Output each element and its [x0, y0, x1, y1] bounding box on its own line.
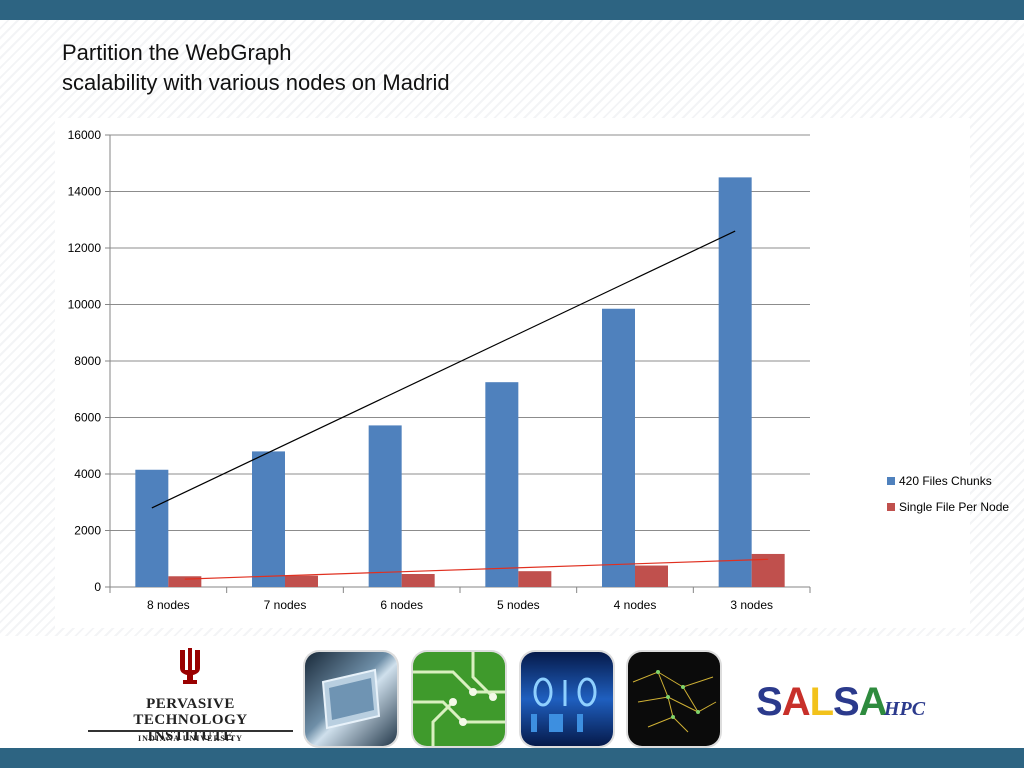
- x-tick-label: 8 nodes: [147, 598, 190, 612]
- chart-legend: 420 Files Chunks Single File Per Node: [887, 468, 1009, 520]
- photo-tile-binary: [521, 652, 613, 746]
- salsa-letter: S: [833, 680, 860, 724]
- bar: [485, 382, 519, 587]
- slide-title: Partition the WebGraph scalability with …: [62, 38, 762, 98]
- circuit-image-icon: [413, 652, 505, 746]
- bar: [602, 308, 635, 587]
- y-tick-label: 2000: [74, 524, 101, 538]
- bar: [518, 571, 552, 587]
- y-tick-label: 6000: [74, 411, 101, 425]
- indiana-trident-icon: [180, 648, 200, 684]
- footer-logos: PERVASIVE TECHNOLOGY INSTITUTE INDIANA U…: [0, 636, 1024, 748]
- salsa-letter: A: [781, 680, 811, 724]
- bar: [252, 451, 285, 587]
- top-banner: [0, 0, 1024, 20]
- chart-panel: 0 2000 4000 6000 8000 10000 12000 14000 16000 8 n…: [55, 118, 1009, 628]
- y-tick-label: 0: [94, 580, 101, 594]
- legend-label: 420 Files Chunks: [899, 474, 992, 488]
- pti-name: PERVASIVE TECHNOLOGY INSTITUTE: [133, 696, 248, 744]
- title-line-2: scalability with various nodes on Madrid: [62, 70, 450, 95]
- salsa-hpc-label: HPC: [884, 698, 926, 720]
- y-tick-label: 14000: [68, 185, 102, 199]
- y-tick-label: 4000: [74, 467, 101, 481]
- x-tick-label: 3 nodes: [730, 598, 773, 612]
- network-map-icon: [632, 670, 717, 733]
- x-tick-label: 7 nodes: [264, 598, 307, 612]
- pti-university: INDIANA UNIVERSITY: [138, 734, 243, 743]
- bar-chart: 0 2000 4000 6000 8000 10000 12000 14000 16000 8 n…: [68, 128, 811, 612]
- bottom-banner: [0, 748, 1024, 768]
- salsa-letter: S: [756, 680, 783, 724]
- y-tick-label: 16000: [68, 128, 102, 142]
- legend-swatch: [887, 477, 895, 485]
- legend-item: 420 Files Chunks: [887, 468, 1009, 494]
- photo-tile-screen: [305, 652, 397, 746]
- trendline: [151, 230, 736, 509]
- bar: [168, 576, 202, 587]
- salsa-letter: L: [809, 680, 834, 724]
- bar: [401, 574, 435, 587]
- x-tick-label: 4 nodes: [614, 598, 657, 612]
- y-tick-label: 12000: [68, 241, 102, 255]
- bar: [368, 425, 402, 587]
- y-tick-label: 10000: [68, 298, 102, 312]
- title-line-1: Partition the WebGraph: [62, 40, 292, 65]
- photo-tile-circuit: [413, 652, 505, 746]
- salsa-letter: A: [858, 680, 888, 724]
- pti-divider: [88, 730, 293, 732]
- x-tick-label: 5 nodes: [497, 598, 540, 612]
- trendline: [184, 558, 769, 580]
- bar: [751, 553, 785, 587]
- binary-code-icon: [531, 677, 597, 732]
- legend-label: Single File Per Node: [899, 500, 1010, 514]
- pti-logo: PERVASIVE TECHNOLOGY INSTITUTE INDIANA U…: [88, 646, 293, 746]
- bar: [285, 575, 318, 587]
- bar: [718, 177, 752, 587]
- y-tick-label: 8000: [74, 354, 101, 368]
- photo-tile-network-map: [628, 652, 720, 746]
- salsa-logo: SALSA: [756, 680, 888, 725]
- bar: [135, 469, 169, 587]
- legend-item: Single File Per Node: [887, 494, 1009, 520]
- legend-swatch: [887, 503, 895, 511]
- bar: [635, 565, 668, 587]
- x-tick-label: 6 nodes: [380, 598, 423, 612]
- monitor-image-icon: [321, 668, 381, 730]
